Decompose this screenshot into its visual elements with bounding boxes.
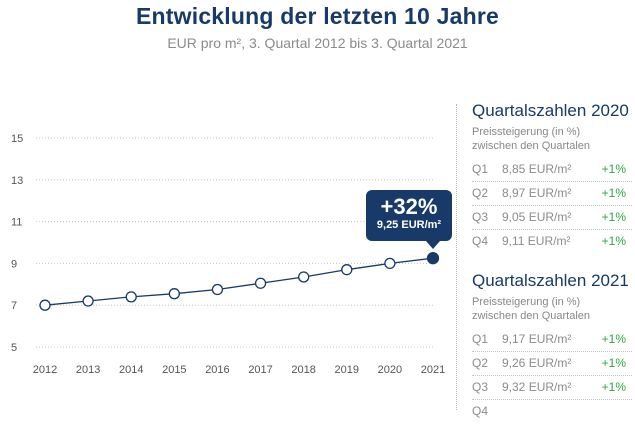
quarter-row: Q1 8,85 EUR/m² +1% bbox=[472, 158, 632, 182]
panel-divider bbox=[456, 104, 457, 410]
quarter-change: +1% bbox=[601, 186, 626, 200]
x-tick-label: 2021 bbox=[421, 364, 445, 376]
quarter-label: Q1 bbox=[472, 162, 489, 176]
panel-title: Quartalszahlen 2021 bbox=[472, 271, 629, 290]
panel-subtitle: Preissteigerung (in %) zwischen den Quar… bbox=[472, 125, 632, 153]
panel-subtitle-line: zwischen den Quartalen bbox=[472, 140, 591, 152]
quarter-value: 9,26 EUR/m² bbox=[502, 356, 572, 370]
x-tick-label: 2013 bbox=[76, 364, 100, 376]
current-price: 9,25 EUR/m² bbox=[376, 219, 442, 231]
quarterly-panel-2020: Quartalszahlen 2020 Preissteigerung (in … bbox=[472, 101, 632, 253]
quarter-label: Q2 bbox=[472, 186, 489, 200]
x-tick-label: 2018 bbox=[291, 364, 315, 376]
data-point bbox=[254, 277, 267, 289]
quarter-change: +1% bbox=[601, 332, 626, 346]
data-point bbox=[125, 291, 137, 303]
quarter-change: +1% bbox=[601, 210, 626, 224]
x-tick-label: 2019 bbox=[335, 364, 359, 376]
quarter-row: Q3 9,32 EUR/m² +1% bbox=[472, 376, 632, 400]
quarterly-panel-2021: Quartalszahlen 2021 Preissteigerung (in … bbox=[472, 271, 632, 423]
quarter-label: Q2 bbox=[472, 356, 489, 370]
quarter-row: Q2 9,26 EUR/m² +1% bbox=[472, 352, 632, 376]
panel-subtitle-line: Preissteigerung (in %) bbox=[472, 296, 581, 308]
y-tick-label: 5 bbox=[11, 342, 17, 354]
quarter-row: Q4 bbox=[472, 400, 632, 423]
data-point bbox=[211, 283, 224, 296]
data-point bbox=[298, 271, 310, 283]
panel-subtitle-line: zwischen den Quartalen bbox=[472, 310, 591, 322]
quarter-row: Q1 9,17 EUR/m² +1% bbox=[472, 328, 632, 352]
quarter-row: Q3 9,05 EUR/m² +1% bbox=[472, 206, 632, 230]
data-point bbox=[168, 288, 180, 300]
quarter-value: 9,17 EUR/m² bbox=[502, 332, 572, 346]
y-tick-label: 11 bbox=[11, 217, 22, 229]
quarter-change: +1% bbox=[601, 162, 626, 176]
x-tick-label: 2014 bbox=[119, 364, 143, 376]
data-point bbox=[341, 264, 353, 276]
data-point bbox=[384, 257, 396, 270]
y-tick-label: 15 bbox=[11, 133, 23, 145]
panel-subtitle-line: Preissteigerung (in %) bbox=[472, 126, 581, 138]
x-tick-label: 2017 bbox=[248, 364, 272, 376]
x-tick-label: 2016 bbox=[205, 364, 229, 376]
quarter-label: Q3 bbox=[472, 210, 489, 224]
panel-title: Quartalszahlen 2020 bbox=[472, 101, 629, 120]
quarter-row: Q4 9,11 EUR/m² +1% bbox=[472, 230, 632, 253]
quarter-label: Q4 bbox=[472, 234, 489, 248]
data-point bbox=[39, 299, 51, 311]
panel-subtitle: Preissteigerung (in %) zwischen den Quar… bbox=[472, 295, 632, 323]
y-tick-label: 9 bbox=[11, 258, 17, 270]
series-line bbox=[44, 257, 434, 306]
quarter-label: Q1 bbox=[472, 332, 489, 346]
y-tick-label: 7 bbox=[11, 300, 17, 312]
quarter-value: 9,05 EUR/m² bbox=[502, 210, 572, 224]
y-tick-label: 13 bbox=[11, 175, 23, 187]
quarter-label: Q4 bbox=[472, 404, 489, 418]
quarter-value: 9,32 EUR/m² bbox=[502, 380, 572, 394]
chart-subtitle: EUR pro m², 3. Quartal 2012 bis 3. Quart… bbox=[167, 35, 468, 51]
quarter-value: 8,97 EUR/m² bbox=[502, 186, 572, 200]
quarter-value: 9,11 EUR/m² bbox=[502, 234, 571, 248]
data-point bbox=[82, 295, 94, 307]
x-tick-label: 2020 bbox=[378, 364, 402, 376]
quarter-change: +1% bbox=[601, 356, 626, 370]
growth-percent: +32% bbox=[380, 194, 438, 219]
growth-callout: +32% 9,25 EUR/m² bbox=[366, 190, 452, 249]
quarter-row: Q2 8,97 EUR/m² +1% bbox=[472, 182, 632, 206]
quarter-label: Q3 bbox=[472, 380, 489, 394]
x-tick-label: 2012 bbox=[33, 364, 57, 376]
quarter-change: +1% bbox=[601, 234, 626, 248]
x-tick-label: 2015 bbox=[162, 364, 186, 376]
chart-title: Entwicklung der letzten 10 Jahre bbox=[135, 3, 499, 29]
quarter-change: +1% bbox=[601, 380, 626, 394]
current-data-point bbox=[426, 252, 440, 265]
quarter-value: 8,85 EUR/m² bbox=[502, 162, 572, 176]
